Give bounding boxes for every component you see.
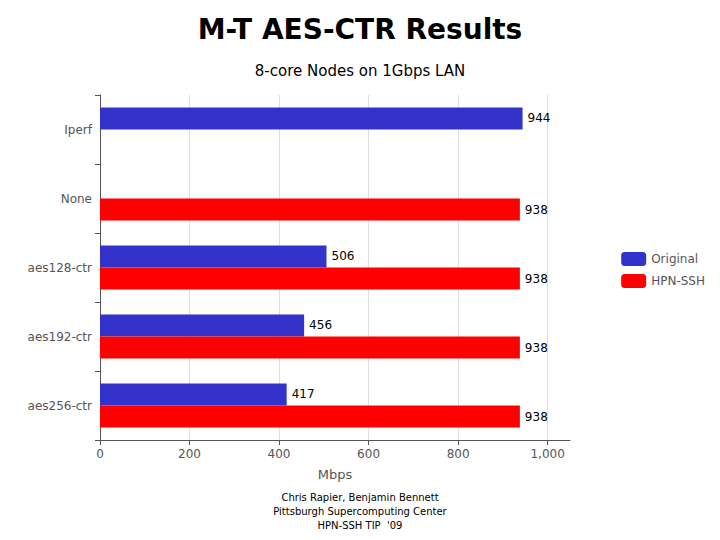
svg-text:800: 800 <box>447 447 470 461</box>
svg-text:None: None <box>61 192 92 206</box>
svg-text:Original: Original <box>651 252 698 266</box>
svg-text:aes192-ctr: aes192-ctr <box>28 330 93 344</box>
svg-text:HPN-SSH TIP '09: HPN-SSH TIP '09 <box>318 520 403 531</box>
svg-text:1,000: 1,000 <box>530 447 564 461</box>
svg-text:Chris Rapier, Benjamin Bennett: Chris Rapier, Benjamin Bennett <box>281 492 438 503</box>
svg-text:938: 938 <box>525 272 548 286</box>
svg-text:600: 600 <box>357 447 380 461</box>
svg-text:8-core Nodes on 1Gbps LAN: 8-core Nodes on 1Gbps LAN <box>255 62 465 80</box>
svg-text:938: 938 <box>525 410 548 424</box>
svg-text:Mbps: Mbps <box>318 467 353 482</box>
svg-text:417: 417 <box>292 387 315 401</box>
svg-text:400: 400 <box>268 447 291 461</box>
svg-text:938: 938 <box>525 203 548 217</box>
svg-text:aes128-ctr: aes128-ctr <box>28 261 93 275</box>
svg-text:200: 200 <box>178 447 201 461</box>
svg-text:M-T AES-CTR Results: M-T AES-CTR Results <box>198 13 523 46</box>
svg-text:HPN-SSH: HPN-SSH <box>651 274 705 288</box>
svg-text:938: 938 <box>525 341 548 355</box>
svg-text:0: 0 <box>96 447 104 461</box>
svg-text:Iperf: Iperf <box>64 123 92 137</box>
svg-text:aes256-ctr: aes256-ctr <box>28 399 93 413</box>
svg-text:506: 506 <box>331 249 354 263</box>
svg-text:944: 944 <box>528 111 551 125</box>
svg-text:456: 456 <box>309 318 332 332</box>
svg-text:Pittsburgh Supercomputing Cent: Pittsburgh Supercomputing Center <box>273 506 447 517</box>
